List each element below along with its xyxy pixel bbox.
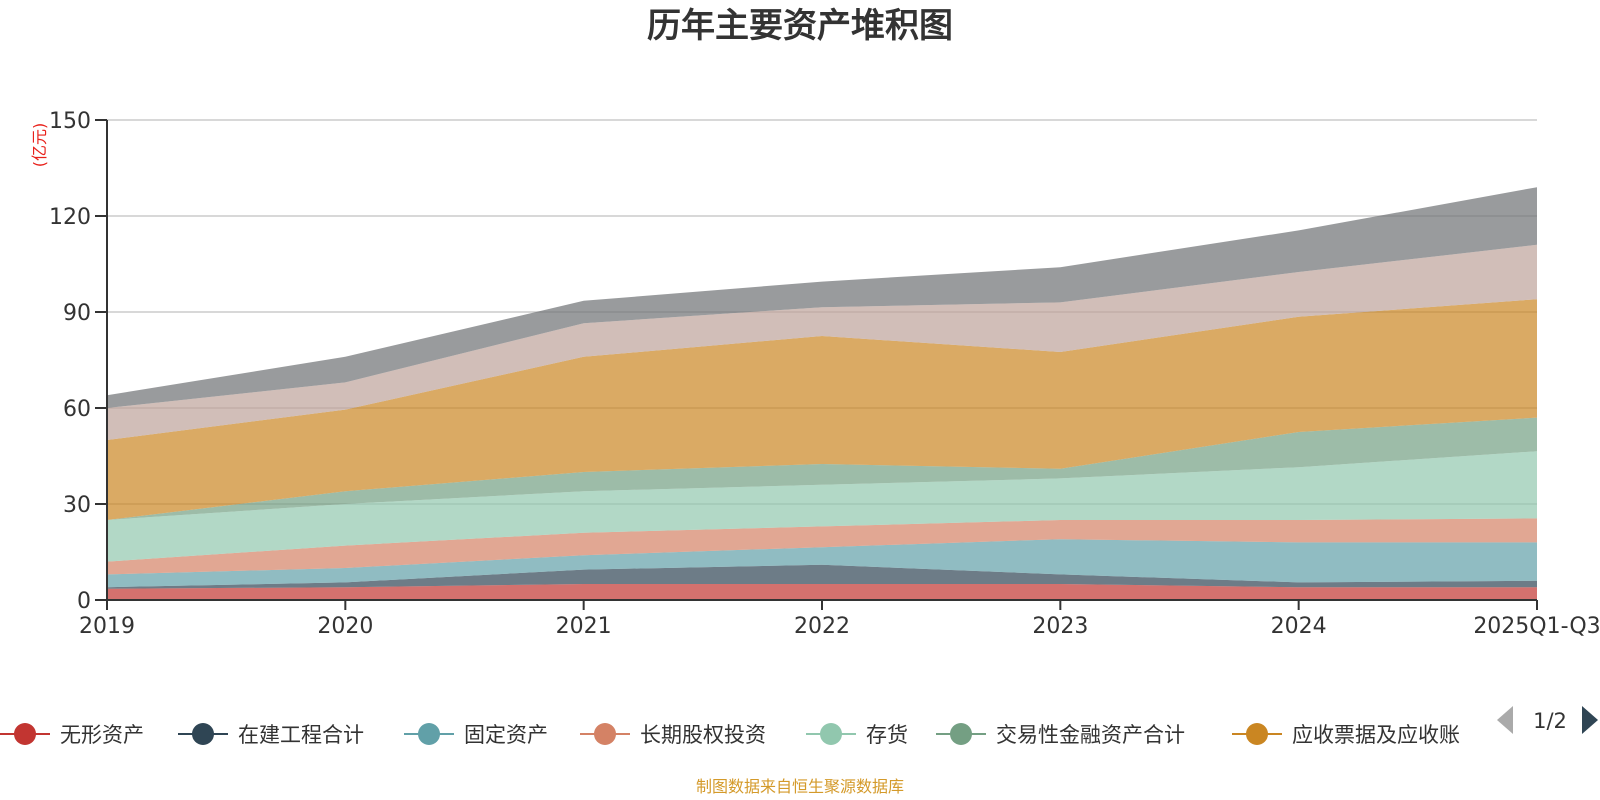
area-series-8 bbox=[107, 244, 1537, 440]
legend-marker-icon bbox=[820, 723, 842, 745]
legend-item[interactable]: 固定资产 bbox=[404, 723, 548, 747]
legend-marker-icon bbox=[1246, 723, 1268, 745]
legend-label: 交易性金融资产合计 bbox=[996, 723, 1185, 747]
legend-label: 在建工程合计 bbox=[238, 723, 364, 747]
legend-label: 应收票据及应收账 bbox=[1292, 723, 1460, 747]
legend-marker-icon bbox=[192, 723, 214, 745]
area-series-5 bbox=[107, 451, 1537, 562]
y-tick-label: 60 bbox=[63, 397, 91, 422]
legend: 无形资产 在建工程合计 固定资产 长期股权投资 存货 交易性金融资产合计 应收票据及应收账 bbox=[0, 723, 1460, 747]
x-tick-label: 2023 bbox=[1032, 614, 1088, 639]
legend-item[interactable]: 交易性金融资产合计 bbox=[936, 723, 1185, 747]
legend-label: 长期股权投资 bbox=[640, 723, 766, 747]
area-series-2 bbox=[107, 564, 1537, 589]
area-series-9 bbox=[107, 187, 1537, 408]
y-tick-label: 150 bbox=[49, 109, 91, 134]
area-series-7 bbox=[107, 299, 1537, 520]
area-series-1 bbox=[107, 584, 1537, 600]
legend-marker-icon bbox=[950, 723, 972, 745]
area-series-6 bbox=[107, 417, 1537, 520]
y-axis-ticks: 0 30 60 90 120 150 bbox=[49, 109, 107, 614]
x-tick-label: 2024 bbox=[1271, 614, 1327, 639]
legend-marker-icon bbox=[418, 723, 440, 745]
y-axis-unit: (亿元) bbox=[30, 123, 49, 168]
area-series-4 bbox=[107, 518, 1537, 575]
legend-marker-icon bbox=[594, 723, 616, 745]
legend-item[interactable]: 在建工程合计 bbox=[178, 723, 364, 747]
next-page-icon[interactable] bbox=[1582, 706, 1598, 734]
chart-title: 历年主要资产堆积图 bbox=[647, 6, 953, 46]
legend-item[interactable]: 应收票据及应收账 bbox=[1232, 723, 1460, 747]
legend-page-indicator: 1/2 bbox=[1533, 709, 1567, 733]
data-source-note: 制图数据来自恒生聚源数据库 bbox=[696, 777, 904, 796]
x-axis-ticks: 2019 2020 2021 2022 2023 2024 2025Q1-Q3 bbox=[79, 600, 1600, 639]
x-tick-label: 2022 bbox=[794, 614, 850, 639]
legend-item[interactable]: 存货 bbox=[806, 723, 908, 747]
x-tick-label: 2019 bbox=[79, 614, 135, 639]
legend-label: 无形资产 bbox=[60, 723, 144, 747]
legend-item[interactable]: 长期股权投资 bbox=[580, 723, 766, 747]
legend-label: 固定资产 bbox=[464, 723, 548, 747]
legend-marker-icon bbox=[14, 723, 36, 745]
area-series-3 bbox=[107, 539, 1537, 588]
legend-item[interactable]: 无形资产 bbox=[0, 723, 144, 747]
y-tick-label: 90 bbox=[63, 301, 91, 326]
x-tick-label: 2021 bbox=[556, 614, 612, 639]
y-tick-label: 0 bbox=[77, 589, 91, 614]
area-series-group bbox=[107, 187, 1537, 600]
prev-page-icon[interactable] bbox=[1497, 706, 1513, 734]
legend-label: 存货 bbox=[866, 723, 908, 747]
y-tick-label: 120 bbox=[49, 205, 91, 230]
x-tick-label: 2025Q1-Q3 bbox=[1473, 614, 1600, 639]
legend-pager: 1/2 bbox=[1497, 706, 1598, 734]
y-tick-label: 30 bbox=[63, 493, 91, 518]
x-tick-label: 2020 bbox=[317, 614, 373, 639]
